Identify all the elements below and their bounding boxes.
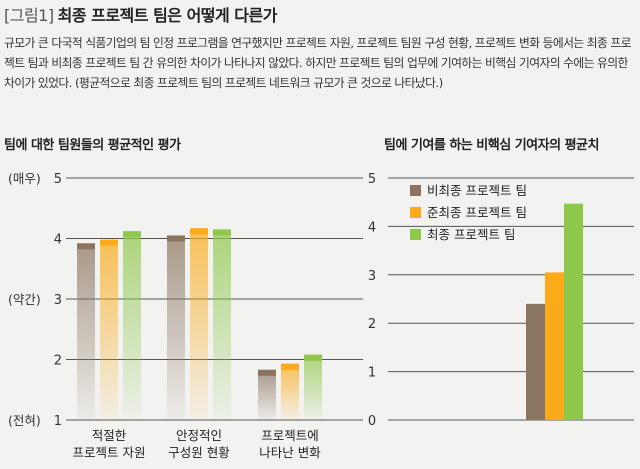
right-y-tick-label: 3 — [368, 269, 376, 284]
figure-tag: [그림1] — [4, 6, 54, 25]
left-bar-cap — [123, 231, 141, 238]
figure-title: [그림1] 최종 프로젝트 팀은 어떻게 다른가 — [4, 2, 277, 26]
left-y-tick-word: (약간) — [8, 292, 41, 307]
left-bar-cap — [281, 363, 299, 370]
left-bar — [258, 369, 276, 420]
right-chart-title: 팀에 기여를 하는 비핵심 기여자의 평균치 — [384, 138, 599, 153]
left-bar-cap — [190, 228, 208, 235]
right-y-tick-label: 2 — [368, 317, 376, 332]
right-y-tick-label: 0 — [368, 414, 376, 429]
left-category-label: 안정적인 — [176, 428, 222, 443]
left-bar — [100, 239, 118, 420]
left-category-label: 적절한 — [92, 428, 127, 443]
left-y-tick-word: (전혀) — [8, 413, 41, 428]
right-y-tick-label: 1 — [368, 366, 376, 381]
left-bar — [304, 354, 322, 420]
left-y-tick-label: 4 — [54, 233, 62, 248]
left-category-label: 프로젝트 자원 — [73, 445, 146, 460]
left-bar-cap — [100, 239, 118, 246]
legend-swatch — [410, 229, 421, 240]
left-bar — [213, 229, 231, 420]
left-bar-cap — [304, 354, 322, 361]
left-y-tick-label: 3 — [54, 293, 62, 308]
legend-label: 준최종 프로젝트 팀 — [427, 205, 527, 220]
left-bar — [123, 231, 141, 420]
left-chart-title: 팀에 대한 팀원들의 평균적인 평가 — [4, 138, 181, 153]
left-bar-cap — [77, 243, 95, 250]
legend-label: 비최종 프로젝트 팀 — [427, 183, 527, 198]
left-category-label: 나타난 변화 — [259, 445, 321, 460]
left-bar — [77, 243, 95, 420]
left-bar-cap — [167, 235, 185, 242]
left-bar-cap — [213, 229, 231, 236]
legend-swatch — [410, 185, 421, 196]
left-category-label: 프로젝트에 — [261, 428, 319, 443]
left-category-label: 구성원 현황 — [168, 445, 230, 460]
left-bar-cap — [258, 369, 276, 376]
left-bar — [167, 235, 185, 420]
figure-title-text: 최종 프로젝트 팀은 어떻게 다른가 — [57, 6, 278, 25]
figure-description: 규모가 큰 다국적 식품기업의 팀 인정 프로그램을 연구했지만 프로젝트 자원… — [4, 36, 632, 90]
legend-swatch — [410, 207, 421, 218]
left-bar — [190, 228, 208, 420]
right-bar — [526, 303, 545, 420]
left-bar — [281, 363, 299, 420]
left-y-tick-label: 5 — [54, 172, 62, 187]
legend-label: 최종 프로젝트 팀 — [427, 227, 515, 242]
right-y-tick-label: 5 — [368, 172, 376, 187]
left-y-tick-label: 1 — [54, 414, 62, 429]
right-y-tick-label: 4 — [368, 220, 376, 235]
right-bar — [545, 272, 564, 420]
right-bar — [564, 203, 583, 420]
left-y-tick-word: (매우) — [8, 171, 41, 186]
left-y-tick-label: 2 — [54, 354, 62, 369]
